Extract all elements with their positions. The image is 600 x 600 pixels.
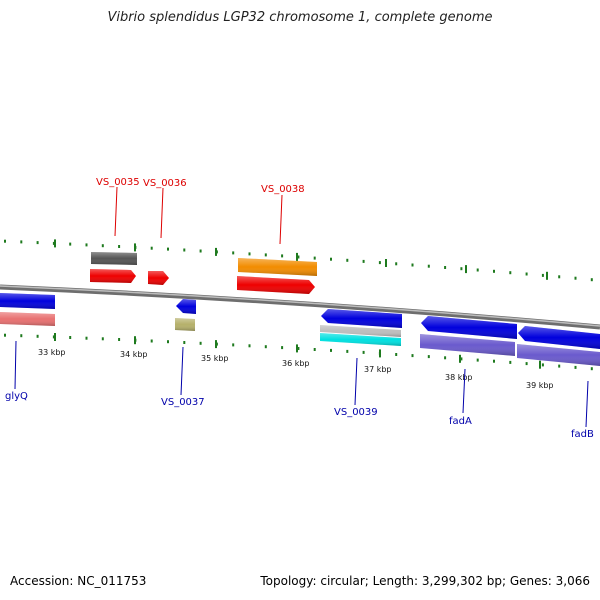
gene-vs0036[interactable] <box>148 271 169 285</box>
gene-label-vs0035[interactable]: VS_0035 <box>96 177 140 188</box>
gene-fadb-purple[interactable] <box>517 344 600 366</box>
gene-vs0039[interactable] <box>321 309 402 328</box>
summary-text: Topology: circular; Length: 3,299,302 bp… <box>260 574 590 588</box>
tick-label-39kbp: 39 kbp <box>526 381 554 390</box>
gene-label-vs0036[interactable]: VS_0036 <box>143 178 187 189</box>
reverse-label-leaders <box>14 340 589 428</box>
tick-label-34kbp: 34 kbp <box>120 350 148 359</box>
gene-glyq[interactable] <box>0 293 55 309</box>
gene-fada[interactable] <box>421 316 517 339</box>
gene-label-fada[interactable]: fadA <box>449 416 472 427</box>
tick-label-33kbp: 33 kbp <box>38 348 66 357</box>
gene-vs0035-gray[interactable] <box>91 252 137 265</box>
gene-label-vs0038[interactable]: VS_0038 <box>261 184 305 195</box>
gene-fadb[interactable] <box>518 326 600 349</box>
gene-vs0035[interactable] <box>90 269 136 283</box>
tick-label-35kbp: 35 kbp <box>201 354 229 363</box>
gene-vs0039-silver[interactable] <box>320 325 401 337</box>
gene-label-glyq[interactable]: glyQ <box>5 391 28 402</box>
gene-vs0038[interactable] <box>237 276 315 294</box>
tick-label-36kbp: 36 kbp <box>282 359 310 368</box>
gene-fada-purple[interactable] <box>420 334 515 356</box>
tick-row-outer <box>4 239 593 282</box>
genome-backbone-highlight <box>0 285 600 327</box>
gene-glyq-rna[interactable] <box>0 312 55 326</box>
gene-label-vs0039[interactable]: VS_0039 <box>334 407 378 418</box>
gene-vs0037[interactable] <box>176 299 196 314</box>
tick-label-38kbp: 38 kbp <box>445 373 473 382</box>
tick-label-37kbp: 37 kbp <box>364 365 392 374</box>
gene-vs0037-rna[interactable] <box>175 318 195 331</box>
tick-row-inner <box>4 333 593 371</box>
map-title: Vibrio splendidus LGP32 chromosome 1, co… <box>107 10 493 25</box>
gene-label-vs0037[interactable]: VS_0037 <box>161 397 205 408</box>
accession-text: Accession: NC_011753 <box>10 574 147 588</box>
forward-label-leaders <box>114 186 283 245</box>
gene-vs0038-orange[interactable] <box>238 258 317 276</box>
genome-backbone <box>0 284 600 330</box>
gene-label-fadb[interactable]: fadB <box>571 429 594 440</box>
gene-vs0039-cyan[interactable] <box>320 333 401 346</box>
